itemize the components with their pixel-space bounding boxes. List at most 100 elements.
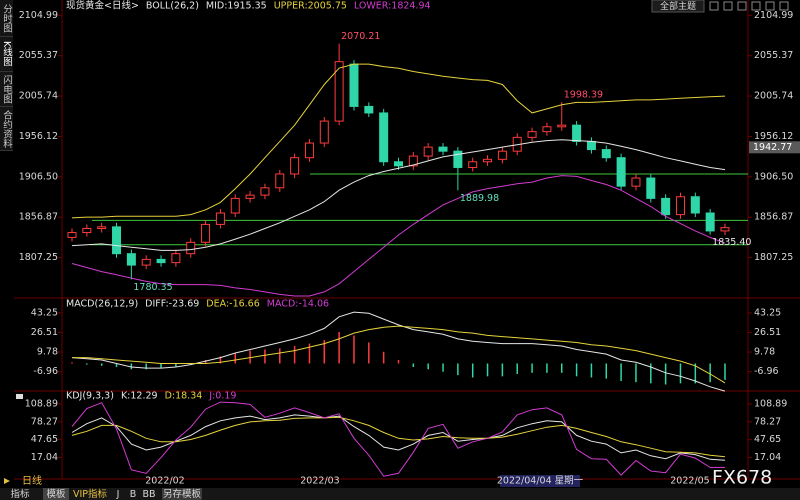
theme-button[interactable] [651, 0, 705, 13]
header-label: DIFF:-23.69 [145, 299, 199, 310]
y-tick-label: 1906.50 [19, 171, 58, 182]
header-label: MACD:-14.06 [267, 299, 329, 310]
y-tick-label: 26.51 [31, 327, 58, 338]
candle-body [408, 155, 418, 167]
candle-body [542, 126, 552, 133]
y-tick-label: 2005.74 [754, 91, 793, 102]
side-tab[interactable]: 分时图 [0, 0, 13, 37]
side-tabs: 分时图 K线图 闪电图 合约资料 [0, 0, 13, 151]
icon[interactable] [709, 1, 719, 11]
toolbar-item[interactable]: BB [142, 489, 155, 500]
candle-body [720, 227, 730, 232]
candle-body [82, 227, 92, 234]
candle-body [319, 120, 329, 144]
y-tick-label: 17.04 [754, 452, 781, 463]
icon[interactable] [751, 1, 761, 11]
candle-body [67, 232, 77, 238]
candle-body [497, 150, 507, 160]
candle-body [126, 253, 136, 266]
price-annotation: 1835.40 [712, 237, 751, 248]
toolbar-item[interactable]: 指标 [10, 488, 30, 500]
candle-body [468, 161, 478, 168]
toolbar [0, 488, 800, 500]
toolbar-item[interactable]: 另存模板 [163, 488, 202, 500]
candle-body [364, 105, 374, 114]
candle-body [394, 161, 403, 167]
candle-body [245, 194, 255, 199]
candle-body [616, 157, 626, 187]
side-tab[interactable]: 闪电图 [0, 72, 13, 107]
x-date-label: 2022/03 [300, 476, 339, 487]
y-tick-label: 2055.37 [19, 50, 58, 61]
collapse-icon[interactable] [16, 394, 23, 399]
side-tab[interactable]: K线图 [0, 37, 13, 72]
y-tick-label: 2104.99 [19, 10, 58, 21]
theme-button-label[interactable]: 全部主题 [660, 0, 696, 12]
candle-body [675, 196, 685, 216]
indicator-line [71, 311, 726, 392]
candle-body [631, 177, 641, 187]
header-label: KDJ(9,3,3) [66, 391, 114, 402]
side-tab[interactable]: 合约资料 [0, 107, 13, 151]
price-annotation: 1998.39 [564, 90, 603, 101]
header-label: LOWER:1824.94 [354, 1, 431, 12]
y-tick-label: 2104.99 [754, 10, 793, 21]
y-tick-label: 26.51 [754, 327, 781, 338]
date-highlight [500, 475, 580, 487]
icon[interactable] [723, 1, 733, 11]
candle-body [601, 149, 611, 159]
x-date-label: 2022/05 [670, 476, 709, 487]
header-label: UPPER:2005.75 [274, 1, 347, 12]
candle-body [438, 146, 448, 152]
toolbar-item[interactable]: B [130, 489, 137, 500]
y-tick-label: -6.96 [754, 366, 779, 377]
candle-body [215, 212, 225, 225]
y-tick-label: 43.25 [31, 307, 58, 318]
candle-body [97, 226, 107, 229]
toolbar-save [162, 488, 202, 500]
period-icon [4, 478, 10, 484]
candle-body [201, 223, 211, 243]
header-label: DEA:-16.66 [206, 299, 259, 310]
x-date-label: 2022/02 [145, 476, 184, 487]
header-label: BOLL(26,2) [146, 1, 199, 12]
header-label: J:0.19 [208, 391, 236, 402]
y-tick-label: -6.96 [33, 366, 58, 377]
candle-body [572, 124, 582, 142]
candle-body [186, 241, 196, 255]
indicator-line [71, 416, 726, 458]
candle-body [260, 187, 270, 196]
y-tick-label: 1956.12 [19, 131, 58, 142]
candle-body [334, 61, 344, 122]
watermark: FX678 [712, 467, 772, 489]
period-label[interactable]: 日线 [22, 474, 42, 487]
y-tick-label: 1856.87 [19, 212, 58, 223]
y-tick-label: 1807.25 [754, 252, 793, 263]
icon[interactable] [765, 1, 775, 11]
candle-body [483, 158, 493, 163]
toolbar-item[interactable]: 模板 [46, 488, 66, 500]
toolbar-item[interactable]: J [116, 489, 120, 500]
candle-body [646, 177, 656, 199]
candle-body [453, 150, 463, 168]
candle-body [349, 63, 359, 107]
price-annotation: 2070.21 [341, 31, 380, 42]
y-tick-label: 47.65 [31, 434, 58, 445]
icon[interactable] [779, 1, 789, 11]
toolbar-active [43, 488, 69, 500]
indicator-line [71, 414, 726, 461]
candle-body [557, 124, 567, 128]
icon[interactable] [737, 1, 747, 11]
candle-body [171, 253, 181, 264]
candle-body [275, 173, 285, 189]
y-tick-label: 17.04 [31, 452, 58, 463]
toolbar-item[interactable]: VIP指标 [73, 488, 108, 500]
candle-body [290, 157, 300, 175]
y-tick-label: 108.89 [754, 398, 787, 409]
candle-body [379, 112, 389, 163]
indicator-line [71, 401, 726, 477]
candle-body [690, 196, 700, 214]
frame [14, 0, 800, 480]
